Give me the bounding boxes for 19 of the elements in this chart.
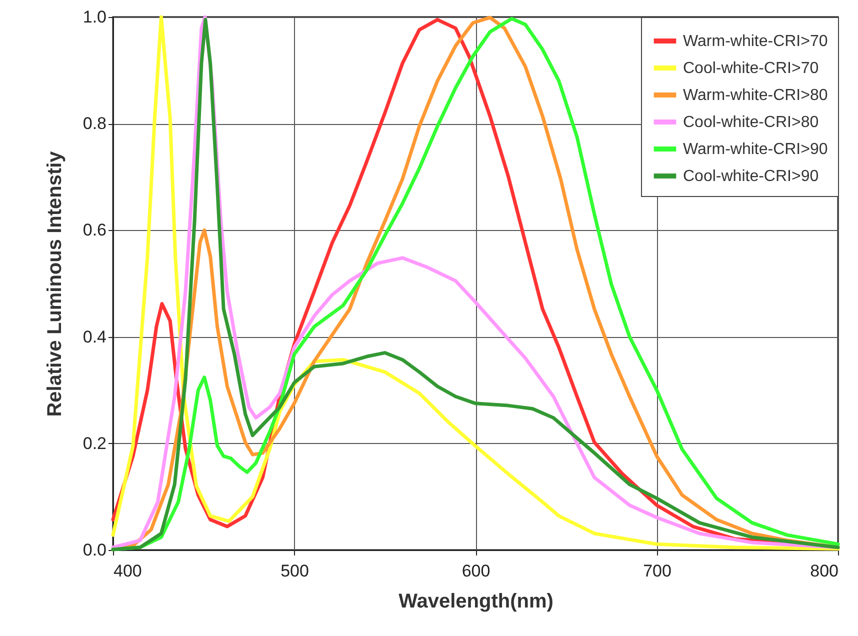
legend-label: Warm-white-CRI>80 <box>683 87 828 104</box>
legend-label: Cool-white-CRI>70 <box>683 60 819 77</box>
y-tick-label: 0.2 <box>82 434 106 453</box>
x-axis-title: Wavelength(nm) <box>398 590 554 612</box>
y-tick-label: 0.8 <box>82 114 106 134</box>
y-tick-label: 1.0 <box>82 8 106 26</box>
x-tick-label: 800 <box>810 562 838 580</box>
legend-label: Warm-white-CRI>70 <box>683 33 828 50</box>
x-tick-label: 400 <box>114 562 142 580</box>
x-tick-label: 700 <box>643 562 672 580</box>
x-tick-label: 600 <box>462 562 490 580</box>
y-tick-label: 0.4 <box>82 327 106 346</box>
y-axis-title: Relative Luminous Intenstiy <box>44 150 66 417</box>
y-tick-label: 0.6 <box>82 220 106 240</box>
legend-label: Warm-white-CRI>90 <box>683 141 828 158</box>
x-tick-label: 500 <box>280 562 309 580</box>
legend-label: Cool-white-CRI>80 <box>683 114 819 131</box>
y-tick-label: 0.0 <box>82 540 106 560</box>
legend-label: Cool-white-CRI>90 <box>683 168 819 185</box>
